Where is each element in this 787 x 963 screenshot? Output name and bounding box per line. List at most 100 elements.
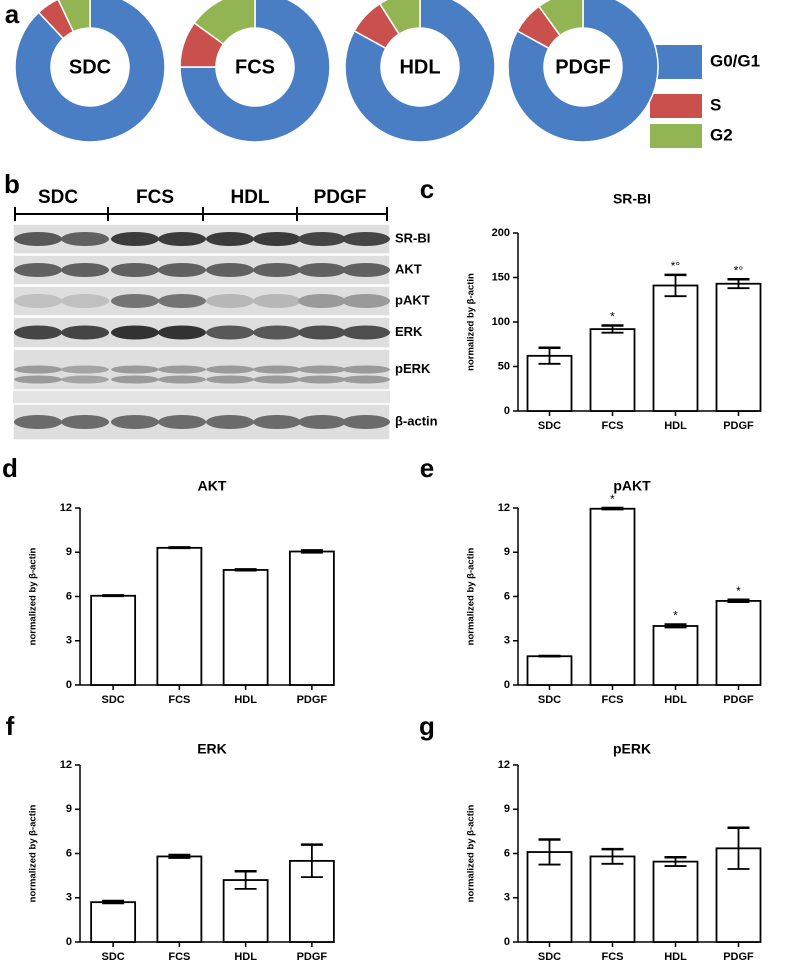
y-tick-label: 9 — [66, 803, 72, 815]
blot-group-label: HDL — [230, 187, 269, 208]
legend-label: S — [710, 95, 721, 114]
blot-band — [342, 232, 390, 246]
legend-swatch — [650, 94, 702, 118]
y-axis-label: normalized by β-actin — [466, 804, 477, 902]
blot-band — [342, 365, 390, 374]
blot-band — [342, 294, 390, 308]
blot-band — [61, 325, 109, 340]
x-tick-label: SDC — [102, 951, 125, 963]
y-tick-label: 12 — [60, 759, 72, 771]
blot-band — [158, 232, 206, 246]
donut-slice — [14, 0, 166, 143]
blot-band-label: pAKT — [395, 292, 430, 307]
x-tick-label: FCS — [602, 951, 624, 963]
blot-band — [111, 325, 159, 340]
donut-slice — [193, 0, 256, 46]
y-axis-label: normalized by β-actin — [28, 547, 39, 645]
y-tick-label: 9 — [66, 546, 72, 558]
blot-band-label: pERK — [395, 361, 431, 376]
blot-band — [298, 325, 346, 340]
blot-band — [158, 365, 206, 374]
blot-band — [342, 263, 390, 277]
y-axis-label: normalized by β-actin — [466, 273, 477, 371]
bar — [652, 625, 699, 686]
chart-title: AKT — [198, 478, 227, 494]
blot-band — [253, 365, 301, 374]
donut-slice — [537, 0, 584, 37]
blot-band — [61, 294, 109, 308]
bar — [589, 507, 636, 686]
y-tick-label: 3 — [504, 892, 510, 904]
y-tick-label: 0 — [66, 936, 72, 948]
donut-slice — [378, 0, 421, 36]
x-tick-label: FCS — [168, 694, 190, 706]
y-tick-label: 6 — [66, 590, 72, 602]
blot-band — [61, 415, 109, 429]
bar — [715, 282, 762, 412]
x-tick-label: PDGF — [297, 694, 328, 706]
y-tick-label: 6 — [504, 590, 510, 602]
donut-center-label: PDGF — [555, 56, 611, 78]
y-tick-label: 50 — [498, 360, 510, 372]
blot-band — [298, 365, 346, 374]
blot-band — [253, 294, 301, 308]
bar — [156, 855, 203, 943]
bar — [526, 851, 573, 943]
bar — [526, 354, 573, 412]
panel-letter: b — [4, 169, 20, 199]
blot-band — [298, 415, 346, 429]
blot-band — [158, 325, 206, 340]
y-tick-label: 9 — [504, 803, 510, 815]
y-tick-label: 6 — [66, 847, 72, 859]
blot-band — [253, 263, 301, 277]
y-tick-label: 100 — [492, 316, 510, 328]
bar — [589, 328, 636, 412]
blot-band — [206, 263, 254, 277]
blot-band-label: SR-BI — [395, 230, 430, 245]
significance-marker: * — [673, 609, 678, 623]
blot-band — [253, 415, 301, 429]
chart-title: SR-BI — [613, 191, 651, 207]
x-tick-label: SDC — [538, 951, 561, 963]
bar — [288, 550, 335, 686]
blot-band — [298, 232, 346, 246]
x-tick-label: PDGF — [723, 420, 754, 432]
donut-slice — [179, 0, 331, 143]
y-tick-label: 9 — [504, 546, 510, 558]
blot-band — [158, 415, 206, 429]
blot-band — [298, 375, 346, 384]
panel-letter: d — [2, 453, 18, 483]
donut-center-label: SDC — [69, 56, 111, 78]
x-tick-label: FCS — [168, 951, 190, 963]
blot-band — [253, 232, 301, 246]
x-tick-label: HDL — [234, 694, 257, 706]
x-tick-label: FCS — [602, 694, 624, 706]
blot-band — [253, 325, 301, 340]
blot-band — [61, 263, 109, 277]
blot-band — [253, 375, 301, 384]
blot-band — [298, 263, 346, 277]
bar — [90, 594, 137, 686]
y-axis-label: normalized by β-actin — [466, 547, 477, 645]
blot-band — [206, 415, 254, 429]
blot-band — [14, 365, 62, 374]
blot-group-label: PDGF — [314, 187, 367, 208]
bar — [589, 855, 636, 943]
x-tick-label: FCS — [602, 420, 624, 432]
chart-title: pAKT — [613, 478, 651, 494]
x-tick-label: PDGF — [723, 694, 754, 706]
blot-band-label: AKT — [395, 261, 422, 276]
bar — [652, 284, 699, 412]
donut-slice — [507, 0, 659, 143]
blot-band — [14, 294, 62, 308]
blot-group-label: FCS — [136, 187, 174, 208]
blot-band-label: β-actin — [395, 413, 438, 428]
legend-label: G2 — [710, 125, 733, 144]
donut-center-label: HDL — [399, 56, 440, 78]
y-axis-label: normalized by β-actin — [28, 804, 39, 902]
x-tick-label: HDL — [664, 694, 687, 706]
panel-letter: e — [420, 453, 434, 483]
y-tick-label: 0 — [504, 679, 510, 691]
blot-band — [206, 325, 254, 340]
